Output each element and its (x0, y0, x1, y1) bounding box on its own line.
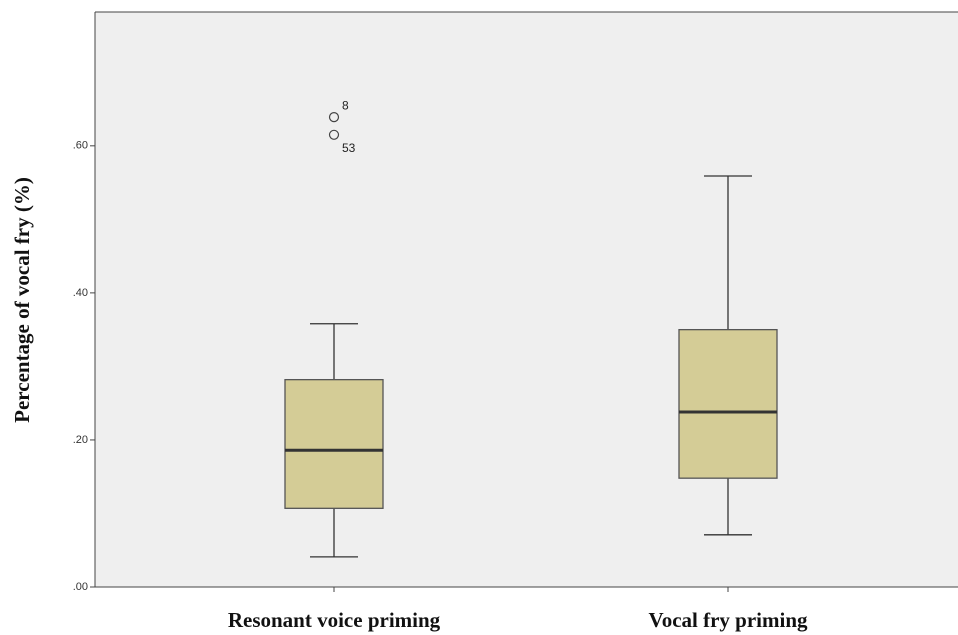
box (678, 328, 778, 479)
outlier (328, 112, 340, 123)
y-tick-label: .00 (73, 581, 88, 593)
outlier-label: 8 (342, 98, 349, 112)
plot-background (95, 12, 958, 587)
y-tick-label: .60 (73, 140, 88, 152)
box (284, 378, 384, 509)
y-tick-label: .20 (73, 434, 88, 446)
y-axis-label: Percentage of vocal fry (%) (10, 177, 34, 423)
outlier (328, 129, 340, 140)
outlier-label: 53 (342, 141, 356, 155)
y-tick-label: .40 (73, 287, 88, 299)
x-tick-label: Vocal fry priming (648, 608, 808, 632)
x-tick-label: Resonant voice priming (228, 608, 441, 632)
